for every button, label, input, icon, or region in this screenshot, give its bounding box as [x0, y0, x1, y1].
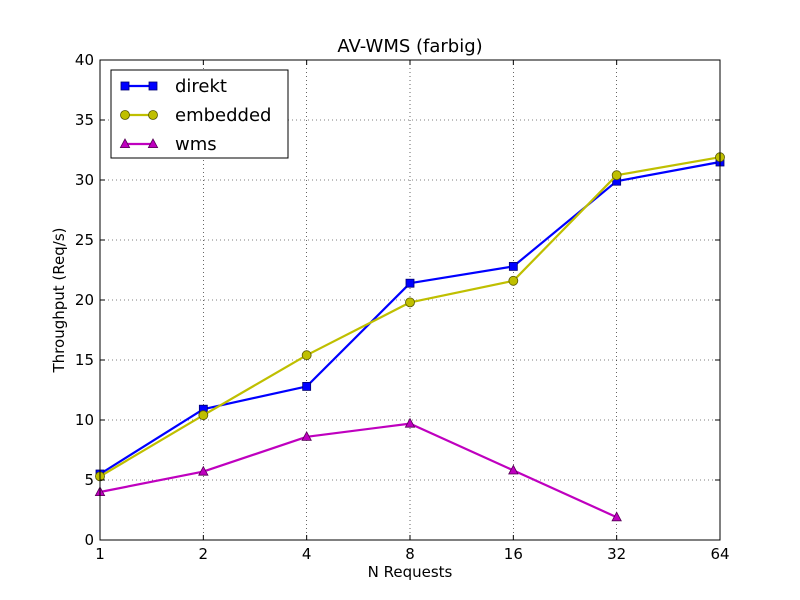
data-point-direkt [508, 261, 518, 271]
data-point-embedded [611, 170, 622, 181]
y-tick-label: 35 [75, 111, 94, 129]
x-tick-label: 4 [302, 545, 312, 563]
x-tick-label: 1 [95, 545, 105, 563]
y-tick-label: 15 [75, 351, 94, 369]
y-tick-label: 20 [75, 291, 94, 309]
y-axis-label: Throughput (Req/s) [50, 228, 68, 374]
y-tick-label: 30 [75, 171, 94, 189]
y-tick-label: 40 [75, 51, 94, 69]
data-point-embedded [508, 275, 519, 286]
legend-marker [148, 81, 158, 91]
legend-marker [119, 138, 131, 149]
legend-label: wms [175, 134, 217, 155]
legend-marker [147, 138, 159, 149]
legend-label: direkt [175, 76, 227, 97]
y-tick-label: 5 [84, 471, 94, 489]
x-tick-label: 8 [405, 545, 415, 563]
legend-label: embedded [175, 105, 271, 126]
legend-item-direkt: direkt [120, 76, 227, 97]
y-tick-label: 25 [75, 231, 94, 249]
x-tick-label: 32 [607, 545, 626, 563]
legend-item-wms: wms [119, 134, 217, 155]
legend-item-embedded: embedded [120, 105, 271, 126]
x-tick-label: 2 [199, 545, 209, 563]
data-point-embedded [301, 350, 312, 361]
data-point-direkt [405, 278, 415, 288]
data-point-wms [404, 417, 416, 428]
legend-marker [148, 110, 158, 120]
axis-ticks: 1 2 4 8 16 32 64 0 5 10 15 20 25 30 35 40 [75, 51, 730, 563]
data-point-wms [508, 464, 519, 475]
data-point-embedded [198, 410, 209, 421]
data-point-wms [301, 430, 312, 441]
y-tick-label: 0 [84, 531, 94, 549]
legend-marker [120, 110, 130, 120]
y-tick-label: 10 [75, 411, 94, 429]
x-tick-label: 64 [710, 545, 729, 563]
data-point-wms [198, 465, 209, 476]
legend: direkt embedded wms [110, 69, 289, 159]
chart-title: AV-WMS (farbig) [337, 36, 482, 57]
series-line-wms [99, 422, 618, 519]
x-tick-label: 16 [504, 545, 523, 563]
x-axis-label: N Requests [368, 563, 453, 581]
series-wms [94, 417, 622, 522]
data-point-direkt [302, 381, 312, 391]
data-point-embedded [405, 297, 415, 308]
series-embedded [95, 152, 725, 482]
legend-marker [120, 81, 130, 91]
data-point-wms [611, 511, 622, 522]
